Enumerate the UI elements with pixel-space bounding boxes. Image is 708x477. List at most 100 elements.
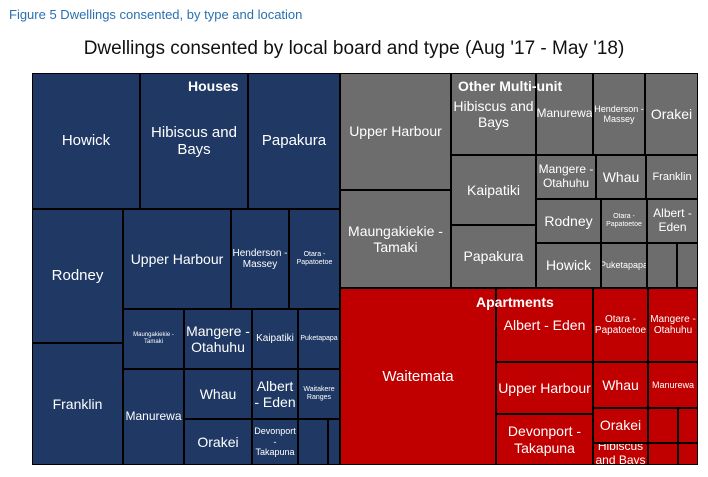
tile-houses-hibiscus-and-bays: Hibiscus and Bays <box>140 73 248 209</box>
tile-houses-franklin: Franklin <box>32 343 123 465</box>
tile-houses-papakura: Papakura <box>248 73 340 209</box>
tile-label: Howick <box>545 257 592 274</box>
tile-houses-rodney: Rodney <box>32 209 123 343</box>
tile-label: Rodney <box>51 267 104 285</box>
tile-apartments-whau: Whau <box>593 362 648 408</box>
tile-label: Hibiscus and Bays <box>151 123 237 158</box>
tile-other-multi-unit-maungakiekie-tamaki: Maungakiekie - Tamaki <box>340 190 451 288</box>
tile-label: Orakei <box>197 433 239 450</box>
tile-label: Hibiscus and Bays <box>595 443 646 465</box>
tile-label: Upper Harbour <box>498 379 591 396</box>
tile-other-multi-unit-unlabeled-16 <box>647 243 677 288</box>
tile-apartments-hibiscus-and-bays: Hibiscus and Bays <box>593 443 648 465</box>
treemap-chart: Howick Hibiscus and Bays Papakura Rodney Upp… <box>32 73 698 465</box>
tile-label: Mangere - Otahuhu <box>186 322 250 355</box>
tile-other-multi-unit-puketapapa: Puketapapa <box>601 243 647 288</box>
group-label-other-multi-unit: Other Multi-unit <box>458 78 563 94</box>
tile-label: Papakura <box>463 248 524 265</box>
tile-other-multi-unit-unlabeled-17 <box>677 243 698 288</box>
tile-label: Otara - Papatoetoe <box>296 250 333 266</box>
tile-other-multi-unit-hibiscus-and-bays: Hibiscus and Bays <box>451 73 536 155</box>
figure-caption: Figure 5 Dwellings consented, by type an… <box>9 7 303 22</box>
tile-label: Franklin <box>652 170 692 183</box>
tile-houses-whau: Whau <box>184 369 252 419</box>
tile-apartments-otara-papatoetoe: Otara - Papatoetoe <box>593 288 648 362</box>
tile-apartments-unlabeled-10 <box>648 408 678 443</box>
tile-other-multi-unit-kaipatiki: Kaipatiki <box>451 155 536 225</box>
tile-other-multi-unit-rodney: Rodney <box>536 199 601 243</box>
tile-label: Henderson - Massey <box>594 103 644 124</box>
tile-label: Devonport - Takapuna <box>254 426 296 458</box>
chart-title: Dwellings consented by local board and t… <box>83 38 625 59</box>
tile-houses-devonport-takapuna: Devonport - Takapuna <box>252 419 298 465</box>
tile-apartments-unlabeled-11 <box>678 408 698 443</box>
tile-houses-unlabeled-19 <box>328 419 340 465</box>
tile-other-multi-unit-papakura: Papakura <box>451 225 536 288</box>
tile-label: Howick <box>61 132 111 150</box>
tile-houses-kaipatiki: Kaipatiki <box>252 309 298 369</box>
tile-apartments-unlabeled-13 <box>678 443 698 465</box>
tile-other-multi-unit-otara-papatoetoe: Otara - Papatoetoe <box>601 199 647 243</box>
tile-houses-waitakere-ranges: Waitakere Ranges <box>298 369 340 419</box>
tile-apartments-albert-eden: Albert - Eden <box>496 288 593 362</box>
tile-label: Henderson - Massey <box>232 247 288 271</box>
tile-label: Whau <box>602 376 639 393</box>
tile-apartments-upper-harbour: Upper Harbour <box>496 362 593 414</box>
tile-label: Albert - Eden <box>653 206 692 234</box>
tile-apartments-waitemata: Waitemata <box>340 288 496 465</box>
tile-apartments-unlabeled-12 <box>648 443 678 465</box>
tile-houses-maungakiekie-tamaki: Maungakiekie - Tamaki <box>123 309 184 369</box>
tile-label: Orakei <box>599 417 642 434</box>
tile-apartments-mangere-otahuhu: Mangere - Otahuhu <box>648 288 698 362</box>
tile-label: Orakei <box>650 105 693 122</box>
tile-label: Rodney <box>544 212 593 229</box>
tile-apartments-orakei: Orakei <box>593 408 648 443</box>
tile-label: Albert - Eden <box>503 316 586 333</box>
tile-label: Devonport - Takapuna <box>507 423 582 456</box>
tile-label: Manurewa <box>536 106 593 121</box>
group-label-apartments: Apartments <box>476 294 554 310</box>
tile-houses-upper-harbour: Upper Harbour <box>123 209 231 309</box>
tile-houses-howick: Howick <box>32 73 140 209</box>
tile-houses-otara-papatoetoe: Otara - Papatoetoe <box>289 209 340 309</box>
tile-label: Waitemata <box>382 367 454 385</box>
tile-houses-unlabeled-18 <box>298 419 328 465</box>
group-label-houses: Houses <box>188 78 239 94</box>
tile-label: Mangere - Otahuhu <box>538 162 594 190</box>
tile-houses-henderson-massey: Henderson - Massey <box>231 209 289 309</box>
tile-label: Upper Harbour <box>130 250 224 267</box>
tile-houses-orakei: Orakei <box>184 419 252 465</box>
tile-label: Whau <box>199 385 237 402</box>
tile-label: Papakura <box>261 132 327 150</box>
tile-label: Mangere - Otahuhu <box>650 313 696 337</box>
tile-houses-manurewa: Manurewa <box>123 369 184 465</box>
tile-other-multi-unit-albert-eden: Albert - Eden <box>647 199 698 243</box>
tile-label: Puketapapa <box>300 334 338 342</box>
tile-label: Hibiscus and Bays <box>453 97 534 130</box>
tile-other-multi-unit-whau: Whau <box>596 155 646 199</box>
tile-other-multi-unit-howick: Howick <box>536 243 601 288</box>
tile-label: Whau <box>602 168 640 185</box>
tile-houses-puketapapa: Puketapapa <box>298 309 340 369</box>
tile-label: Upper Harbour <box>349 123 442 140</box>
tile-label: Manurewa <box>651 379 695 390</box>
tile-houses-mangere-otahuhu: Mangere - Otahuhu <box>184 309 252 369</box>
tile-other-multi-unit-manurewa: Manurewa <box>536 73 593 155</box>
tile-other-multi-unit-henderson-massey: Henderson - Massey <box>593 73 645 155</box>
tile-label: Manurewa <box>125 409 182 424</box>
tile-other-multi-unit-franklin: Franklin <box>646 155 698 199</box>
tile-houses-albert-eden: Albert - Eden <box>252 369 298 419</box>
tile-label: Otara - Papatoetoe <box>606 212 642 228</box>
tile-other-multi-unit-mangere-otahuhu: Mangere - Otahuhu <box>536 155 596 199</box>
tile-label: Kaipatiki <box>467 181 520 198</box>
tile-apartments-manurewa: Manurewa <box>648 362 698 408</box>
tile-label: Kaipatiki <box>256 333 294 345</box>
tile-label: Waitakere Ranges <box>303 385 335 401</box>
tile-label: Otara - Papatoetoe <box>594 313 647 337</box>
tile-label: Albert - Eden <box>254 377 296 410</box>
tile-apartments-devonport-takapuna: Devonport - Takapuna <box>496 414 593 465</box>
tile-label: Maungakiekie - Tamaki <box>348 222 443 255</box>
tile-label: Maungakiekie - Tamaki <box>133 332 174 345</box>
tile-other-multi-unit-upper-harbour: Upper Harbour <box>340 73 451 190</box>
tile-other-multi-unit-orakei: Orakei <box>645 73 698 155</box>
